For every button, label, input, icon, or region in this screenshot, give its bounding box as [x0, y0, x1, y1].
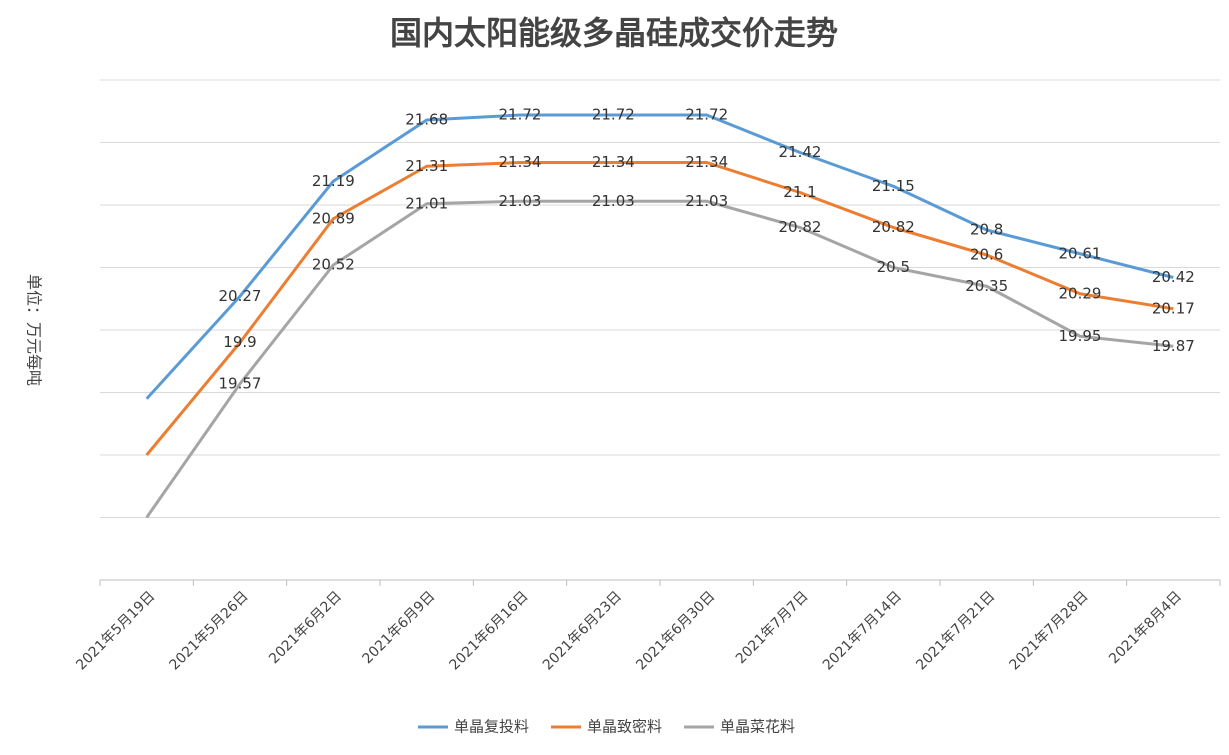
data-label: 21.34: [499, 153, 542, 171]
data-label: 19.9: [223, 333, 256, 351]
data-label: 20.8: [970, 221, 1003, 239]
legend-item: 单晶复投料: [418, 718, 529, 736]
data-label: 21.34: [685, 153, 728, 171]
line-series: [145, 199, 1174, 519]
legend-label: 单晶复投料: [454, 718, 529, 736]
data-label: 20.61: [1059, 244, 1102, 262]
data-label: 20.5: [877, 258, 910, 276]
x-tick-label: 2021年6月9日: [360, 588, 439, 667]
data-label: 21.03: [592, 192, 635, 210]
chart-title: 国内太阳能级多晶硅成交价走势: [390, 14, 838, 52]
data-label: 20.52: [312, 256, 355, 274]
data-label: 21.42: [779, 143, 822, 161]
legend-label: 单晶菜花料: [720, 718, 795, 736]
x-tick-label: 2021年6月2日: [266, 588, 345, 667]
x-tick-label: 2021年8月4日: [1106, 588, 1185, 667]
x-tick-label: 2021年7月14日: [820, 588, 905, 673]
data-label: 20.35: [965, 277, 1008, 295]
data-label: 19.87: [1152, 337, 1195, 355]
x-tick-label: 2021年7月21日: [913, 588, 998, 673]
data-label: 21.72: [499, 106, 542, 124]
data-label: 19.95: [1059, 327, 1102, 345]
data-label: 21.72: [685, 106, 728, 124]
data-label: 21.72: [592, 106, 635, 124]
x-tick-label: 2021年6月30日: [633, 588, 718, 673]
data-label: 21.31: [405, 157, 448, 175]
data-label: 21.03: [499, 192, 542, 210]
x-tick-label: 2021年6月16日: [447, 588, 532, 673]
data-label: 21.1: [783, 183, 816, 201]
x-tick-label: 2021年5月26日: [167, 588, 252, 673]
line-series: [145, 161, 1174, 456]
y-axis-label: 单位：万元每吨: [25, 274, 44, 386]
legend-item: 单晶菜花料: [684, 718, 795, 736]
x-tick-label: 2021年7月28日: [1007, 588, 1092, 673]
data-label: 20.89: [312, 209, 355, 227]
data-label: 21.68: [405, 111, 448, 129]
data-label: 21.15: [872, 177, 915, 195]
data-label: 21.03: [685, 192, 728, 210]
x-tick-label: 2021年6月23日: [540, 588, 625, 673]
data-label: 21.19: [312, 172, 355, 190]
data-label: 20.17: [1152, 299, 1195, 317]
data-label: 20.82: [779, 218, 822, 236]
x-tick-label: 2021年5月19日: [73, 588, 158, 673]
legend-item: 单晶致密料: [551, 718, 662, 736]
data-label: 19.57: [219, 374, 262, 392]
legend-label: 单晶致密料: [587, 718, 662, 736]
data-label: 20.27: [219, 287, 262, 305]
data-label: 21.34: [592, 153, 635, 171]
data-label: 20.82: [872, 218, 915, 236]
data-label: 20.6: [970, 246, 1003, 264]
line-series: [145, 113, 1174, 400]
data-label: 21.01: [405, 194, 448, 212]
x-tick-label: 2021年7月7日: [733, 588, 812, 667]
data-label: 20.29: [1059, 284, 1102, 302]
data-label: 20.42: [1152, 268, 1195, 286]
